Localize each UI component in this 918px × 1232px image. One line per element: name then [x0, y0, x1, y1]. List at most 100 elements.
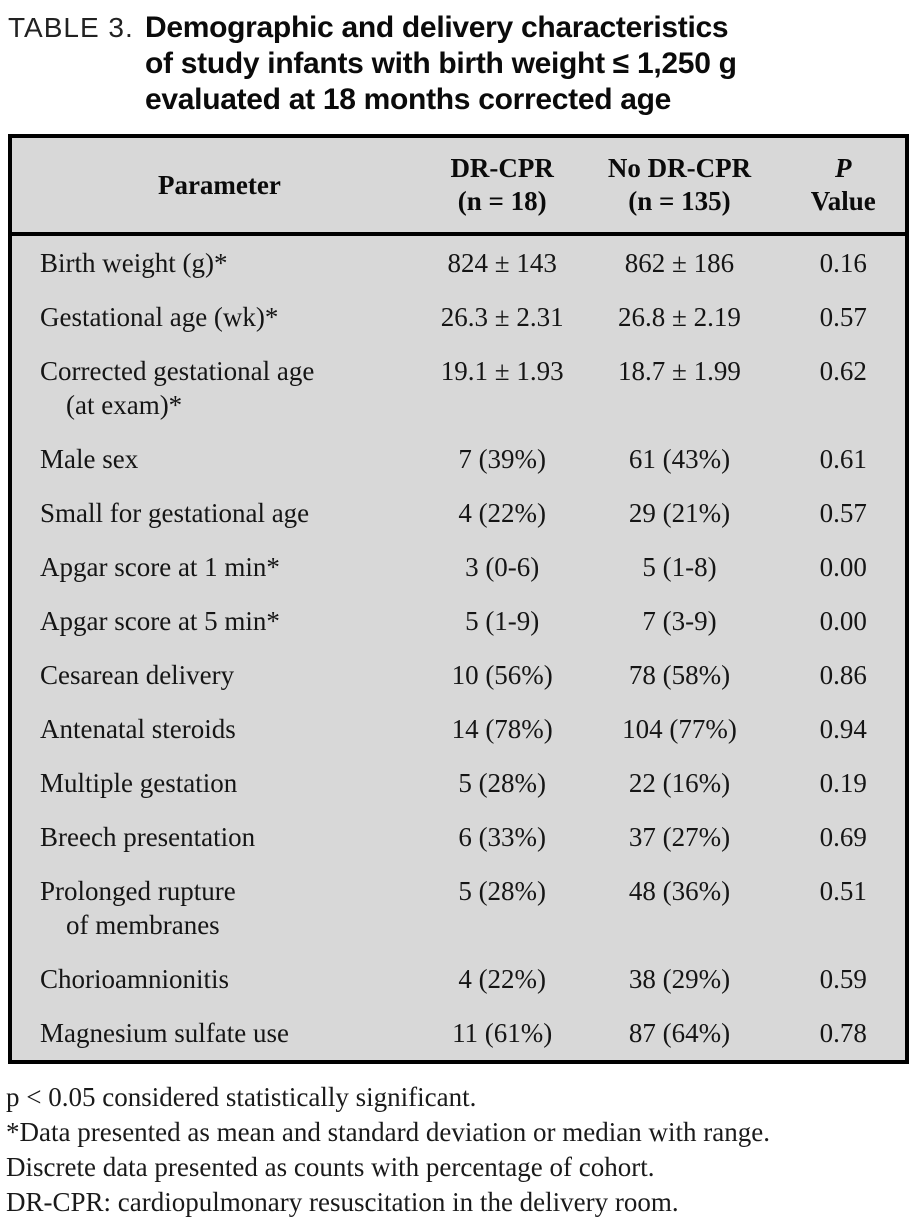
parameter-label: Male sex: [40, 444, 139, 474]
parameter-cell: Corrected gestational age (at exam)*: [10, 344, 427, 432]
dr-cpr-value: 11 (61%): [452, 1018, 553, 1048]
column-header-no-dr-cpr: No DR-CPR (n = 135): [578, 136, 782, 234]
p-value: 0.59: [819, 964, 867, 994]
dr-cpr-value: 6 (33%): [458, 822, 547, 852]
parameter-cell: Gestational age (wk)*: [10, 290, 427, 344]
table-row: Magnesium sulfate use 11 (61%) 87 (64%) …: [10, 1006, 907, 1062]
parameter-label: Small for gestational age: [40, 498, 310, 528]
parameter-cell: Apgar score at 1 min*: [10, 540, 427, 594]
p-value: 0.00: [819, 552, 867, 582]
table-row: Chorioamnionitis 4 (22%) 38 (29%) 0.59: [10, 952, 907, 1006]
parameter-cell: Multiple gestation: [10, 756, 427, 810]
p-value: 0.16: [819, 248, 867, 278]
footnote-asterisk: *Data presented as mean and standard dev…: [6, 1117, 770, 1147]
no-dr-cpr-value: 48 (36%): [628, 876, 731, 906]
p-value: 0.94: [819, 714, 867, 744]
caption-title-line-2: of study infants with birth weight ≤ 1,2…: [145, 47, 737, 80]
table-row: Antenatal steroids 14 (78%) 104 (77%) 0.…: [10, 702, 907, 756]
p-value: 0.61: [819, 444, 867, 474]
column-header-p-value: P Value: [781, 136, 907, 234]
table-row: Prolonged rupture of membranes 5 (28%) 4…: [10, 864, 907, 952]
dr-cpr-value: 4 (22%): [458, 498, 547, 528]
dr-cpr-value: 5 (28%): [458, 768, 547, 798]
parameter-cell: Small for gestational age: [10, 486, 427, 540]
column-header-no-dr-cpr-line-2: (n = 135): [628, 186, 731, 216]
parameter-label: Prolonged rupture: [40, 876, 236, 906]
parameter-label: Gestational age (wk)*: [40, 302, 279, 332]
p-value: 0.86: [819, 660, 867, 690]
table-row: Apgar score at 1 min* 3 (0-6) 5 (1-8) 0.…: [10, 540, 907, 594]
parameter-cell: Apgar score at 5 min*: [10, 594, 427, 648]
p-value: 0.19: [819, 768, 867, 798]
table-row: Corrected gestational age (at exam)* 19.…: [10, 344, 907, 432]
parameter-label: Chorioamnionitis: [40, 964, 229, 994]
dr-cpr-value: 7 (39%): [458, 444, 547, 474]
column-header-p-value-line-1: P: [834, 153, 852, 183]
dr-cpr-value: 3 (0-6): [465, 552, 540, 582]
p-value: 0.78: [819, 1018, 867, 1048]
no-dr-cpr-value: 87 (64%): [628, 1018, 731, 1048]
no-dr-cpr-value: 104 (77%): [622, 714, 737, 744]
parameter-cell: Chorioamnionitis: [10, 952, 427, 1006]
p-value: 0.69: [819, 822, 867, 852]
no-dr-cpr-value: 38 (29%): [628, 964, 731, 994]
no-dr-cpr-value: 5 (1-8): [642, 552, 717, 582]
footnote-significance: p < 0.05 considered statistically signif…: [6, 1082, 477, 1112]
parameter-label: Antenatal steroids: [40, 714, 236, 744]
parameter-label-wrapped: (at exam)*: [66, 390, 183, 420]
dr-cpr-value: 824 ± 143: [447, 248, 557, 278]
no-dr-cpr-value: 18.7 ± 1.99: [618, 356, 741, 386]
parameter-cell: Breech presentation: [10, 810, 427, 864]
no-dr-cpr-value: 22 (16%): [628, 768, 731, 798]
no-dr-cpr-value: 78 (58%): [628, 660, 731, 690]
caption-title: Demographic and delivery characteristics…: [145, 10, 737, 118]
caption-title-line-1: Demographic and delivery characteristics: [145, 11, 729, 44]
no-dr-cpr-value: 7 (3-9): [642, 606, 717, 636]
footnote-dr-cpr-definition: DR-CPR: cardiopulmonary resuscitation in…: [6, 1187, 679, 1217]
column-header-p-value-line-2: Value: [810, 186, 876, 216]
dr-cpr-value: 5 (28%): [458, 876, 547, 906]
table-body: Birth weight (g)* 824 ± 143 862 ± 186 0.…: [10, 234, 907, 1062]
column-header-dr-cpr-line-2: (n = 18): [457, 186, 547, 216]
p-value: 0.57: [819, 302, 867, 332]
caption-title-line-3: evaluated at 18 months corrected age: [145, 83, 672, 116]
dr-cpr-value: 10 (56%): [451, 660, 553, 690]
parameter-label: Cesarean delivery: [40, 660, 235, 690]
table-row: Birth weight (g)* 824 ± 143 862 ± 186 0.…: [10, 234, 907, 290]
no-dr-cpr-value: 61 (43%): [628, 444, 731, 474]
column-header-parameter: Parameter: [157, 169, 281, 200]
parameter-label: Magnesium sulfate use: [40, 1018, 289, 1048]
p-value: 0.57: [819, 498, 867, 528]
dr-cpr-value: 26.3 ± 2.31: [440, 302, 564, 332]
parameter-cell: Cesarean delivery: [10, 648, 427, 702]
no-dr-cpr-value: 862 ± 186: [624, 248, 735, 278]
dr-cpr-value: 5 (1-9): [465, 606, 540, 636]
table-row: Gestational age (wk)* 26.3 ± 2.31 26.8 ±…: [10, 290, 907, 344]
column-header-no-dr-cpr-line-1: No DR-CPR: [607, 153, 752, 183]
footnotes: p < 0.05 considered statistically signif…: [6, 1080, 918, 1220]
no-dr-cpr-value: 37 (27%): [628, 822, 731, 852]
caption-label: TABLE 3.: [8, 12, 134, 43]
no-dr-cpr-value: 26.8 ± 2.19: [618, 302, 741, 332]
p-value: 0.00: [819, 606, 867, 636]
parameter-label: Corrected gestational age: [40, 356, 315, 386]
table-row: Breech presentation 6 (33%) 37 (27%) 0.6…: [10, 810, 907, 864]
parameter-cell: Magnesium sulfate use: [10, 1006, 427, 1062]
parameter-label-wrapped: of membranes: [66, 910, 220, 940]
demographics-table: Parameter DR-CPR (n = 18) No DR-CPR (n =…: [8, 134, 909, 1064]
parameter-cell: Prolonged rupture of membranes: [10, 864, 427, 952]
parameter-label: Apgar score at 5 min*: [40, 606, 280, 636]
table-row: Small for gestational age 4 (22%) 29 (21…: [10, 486, 907, 540]
no-dr-cpr-value: 29 (21%): [628, 498, 731, 528]
header-row: Parameter DR-CPR (n = 18) No DR-CPR (n =…: [10, 136, 907, 234]
dr-cpr-value: 19.1 ± 1.93: [440, 356, 564, 386]
p-value: 0.51: [819, 876, 867, 906]
footnote-discrete-data: Discrete data presented as counts with p…: [6, 1152, 655, 1182]
parameter-label: Multiple gestation: [40, 768, 238, 798]
table-row: Apgar score at 5 min* 5 (1-9) 7 (3-9) 0.…: [10, 594, 907, 648]
table-row: Multiple gestation 5 (28%) 22 (16%) 0.19: [10, 756, 907, 810]
p-value: 0.62: [819, 356, 867, 386]
table-row: Male sex 7 (39%) 61 (43%) 0.61: [10, 432, 907, 486]
table-header: Parameter DR-CPR (n = 18) No DR-CPR (n =…: [10, 136, 907, 234]
dr-cpr-value: 4 (22%): [458, 964, 547, 994]
